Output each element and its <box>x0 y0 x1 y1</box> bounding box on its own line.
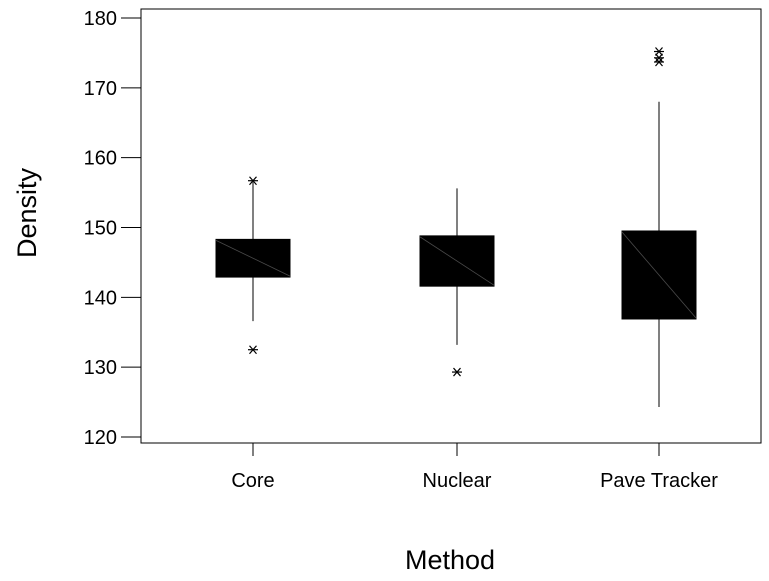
x-tick-label: Core <box>231 470 274 492</box>
outlier-stroke <box>655 47 663 56</box>
boxes <box>215 47 697 407</box>
y-axis-title: Density <box>12 167 42 258</box>
y-axis: 120 130 140 150 160 170 180 <box>84 8 141 449</box>
outlier-point <box>248 176 258 186</box>
y-tick-label: 170 <box>84 78 117 100</box>
outlier-point <box>248 345 258 355</box>
x-axis: Core Nuclear Pave Tracker <box>231 443 718 492</box>
box-diagonal <box>215 240 291 277</box>
box-core <box>215 176 291 355</box>
y-tick-label: 150 <box>84 218 117 240</box>
outlier-point <box>654 47 664 56</box>
outlier-point <box>452 367 462 377</box>
outlier-point <box>654 53 664 63</box>
outlier-stroke <box>249 176 257 186</box>
box-diagonal <box>621 231 697 319</box>
y-tick-label: 180 <box>84 8 117 30</box>
outlier-stroke <box>249 345 257 355</box>
x-axis-title: Method <box>405 545 495 575</box>
outlier-stroke <box>655 53 663 63</box>
outlier-point <box>654 57 664 67</box>
plot-frame <box>140 8 762 444</box>
box-diagonal <box>419 236 495 286</box>
y-tick-label: 120 <box>84 427 117 449</box>
outlier-stroke <box>655 57 663 67</box>
x-tick-label: Pave Tracker <box>600 470 718 492</box>
y-tick-label: 130 <box>84 357 117 379</box>
y-tick-label: 160 <box>84 148 117 170</box>
box-nuclear <box>419 188 495 377</box>
x-tick-label: Nuclear <box>423 470 492 492</box>
box-pave-tracker <box>621 47 697 407</box>
outlier-stroke <box>453 367 461 377</box>
y-tick-label: 140 <box>84 287 117 309</box>
